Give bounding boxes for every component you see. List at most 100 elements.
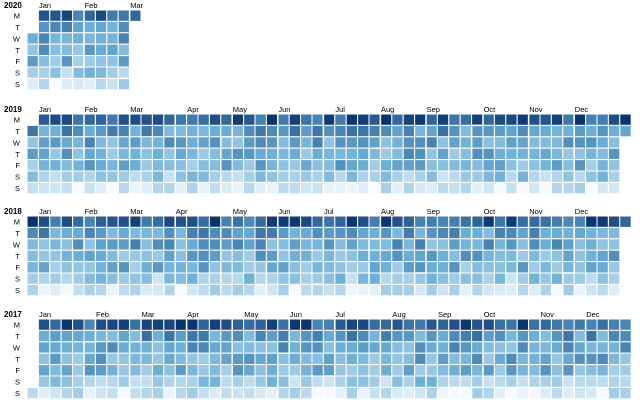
day-cell	[379, 181, 393, 195]
day-cell	[26, 215, 39, 228]
day-cell	[573, 352, 587, 366]
day-cell	[163, 341, 176, 354]
day-cell	[288, 170, 302, 183]
day-cell	[151, 113, 165, 126]
day-cell	[72, 318, 85, 331]
day-cell	[72, 124, 85, 138]
day-cell	[425, 113, 438, 126]
day-cell	[60, 341, 74, 354]
day-cell	[117, 113, 131, 126]
day-cell	[94, 283, 108, 297]
day-cell	[539, 329, 552, 343]
day-cell	[151, 261, 165, 274]
day-cell	[140, 159, 153, 172]
month-separator	[368, 216, 382, 296]
day-cell	[288, 283, 302, 297]
day-cell	[368, 341, 381, 354]
day-cell	[448, 364, 461, 377]
day-cell	[186, 226, 199, 240]
month-separator	[265, 216, 279, 296]
day-cell	[208, 113, 222, 126]
day-cell	[49, 386, 62, 400]
day-cell	[436, 181, 450, 195]
day-cell	[573, 341, 587, 354]
day-cell	[49, 352, 62, 366]
day-cell	[379, 215, 393, 228]
day-cell	[186, 375, 199, 388]
day-cell	[72, 375, 85, 388]
day-cell	[117, 66, 131, 79]
day-cell	[425, 386, 438, 400]
day-cell	[311, 113, 324, 126]
day-cell	[163, 352, 176, 366]
day-cell	[345, 249, 359, 263]
day-cell	[83, 124, 96, 138]
day-cell	[562, 375, 575, 388]
day-cell	[231, 170, 245, 183]
day-cell	[573, 364, 587, 377]
day-cell	[60, 9, 74, 22]
day-cell	[288, 352, 302, 366]
day-cell	[117, 136, 131, 149]
day-cell	[345, 181, 359, 195]
day-cell	[311, 238, 324, 251]
day-cell	[471, 341, 484, 354]
month-label: Nov	[529, 105, 543, 114]
day-cell	[322, 136, 336, 149]
month-label: Aug	[392, 310, 405, 319]
day-cell	[72, 238, 85, 251]
day-cell	[60, 386, 74, 400]
day-cell	[619, 329, 632, 343]
day-cell	[117, 249, 131, 263]
month-label: Apr	[187, 310, 199, 319]
day-cell	[322, 170, 336, 183]
day-cell	[562, 159, 575, 172]
day-cell	[368, 170, 381, 183]
day-cell	[459, 386, 473, 400]
day-cell	[368, 238, 381, 251]
day-cell	[288, 215, 302, 228]
day-cell	[220, 113, 233, 126]
day-cell	[129, 170, 142, 183]
day-cell	[208, 159, 222, 172]
day-cell	[471, 113, 484, 126]
day-cell	[231, 272, 245, 285]
day-cell	[151, 341, 165, 354]
day-label: F	[15, 57, 20, 66]
day-cell	[288, 364, 302, 377]
day-cell	[151, 215, 165, 228]
day-cell	[83, 20, 96, 34]
day-cell	[550, 261, 564, 274]
day-cell	[220, 159, 233, 172]
day-cell	[391, 159, 404, 172]
day-cell	[243, 272, 256, 285]
day-cell	[117, 55, 131, 68]
day-cell	[83, 9, 96, 22]
day-cell	[596, 386, 609, 400]
day-cell	[516, 386, 530, 400]
day-cell	[505, 329, 518, 343]
day-cell	[414, 181, 427, 195]
day-cell	[493, 159, 507, 172]
day-label: S	[15, 184, 20, 193]
day-cell	[197, 147, 210, 161]
day-cell	[539, 147, 552, 161]
day-cell	[471, 238, 484, 251]
day-cell	[379, 272, 393, 285]
day-cell	[49, 283, 62, 297]
month-separator	[470, 114, 484, 194]
day-cell	[596, 318, 609, 331]
day-cell	[174, 364, 188, 377]
day-cell	[300, 147, 313, 161]
day-cell	[163, 283, 176, 297]
day-cell	[265, 159, 279, 172]
day-cell	[254, 329, 267, 343]
day-cell	[151, 226, 165, 240]
day-cell	[94, 386, 108, 400]
day-cell	[516, 238, 530, 251]
day-cell	[220, 318, 233, 331]
day-cell	[516, 113, 530, 126]
day-cell	[436, 215, 450, 228]
day-cell	[129, 272, 142, 285]
day-cell	[265, 249, 279, 263]
